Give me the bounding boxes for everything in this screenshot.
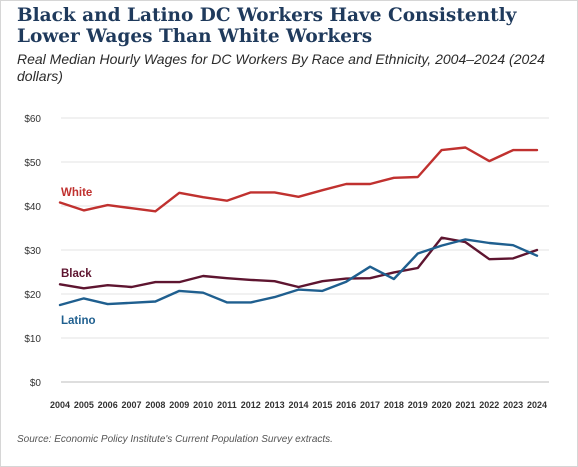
x-axis-ticks: 2004 2005 2006 2007 2008 2009 2010 2011 2012 2013… xyxy=(50,400,547,410)
series-line-latino xyxy=(58,238,539,307)
x-tick-label: 2008 xyxy=(145,400,165,410)
x-tick-label: 2011 xyxy=(217,400,237,410)
chart-title: Black and Latino DC Workers Have Consist… xyxy=(17,5,517,47)
y-tick-label: $0 xyxy=(30,378,42,389)
x-tick-label: 2023 xyxy=(503,400,523,410)
x-tick-label: 2022 xyxy=(479,400,499,410)
y-tick-label: $10 xyxy=(24,334,41,345)
x-tick-label: 2007 xyxy=(122,400,142,410)
x-tick-label: 2019 xyxy=(408,400,428,410)
chart-subtitle: Real Median Hourly Wages for DC Workers … xyxy=(17,51,545,84)
x-tick-label: 2021 xyxy=(455,400,475,410)
x-tick-label: 2024 xyxy=(527,400,547,410)
series-labels: White Black Latino xyxy=(61,187,96,327)
x-tick-label: 2012 xyxy=(241,400,261,410)
series-label-white: White xyxy=(61,187,92,199)
x-tick-label: 2010 xyxy=(193,400,213,410)
x-tick-label: 2017 xyxy=(360,400,380,410)
x-tick-label: 2013 xyxy=(265,400,285,410)
x-tick-label: 2005 xyxy=(74,400,94,410)
series-label-latino: Latino xyxy=(61,315,96,327)
series-lines xyxy=(58,146,539,307)
y-axis-ticks: $0 $10 $20 $30 $40 $50 $60 xyxy=(24,114,41,389)
gridlines xyxy=(61,117,549,383)
x-tick-label: 2018 xyxy=(384,400,404,410)
y-tick-label: $30 xyxy=(24,246,41,257)
series-label-black: Black xyxy=(61,268,92,280)
x-tick-label: 2009 xyxy=(169,400,189,410)
series-line-white xyxy=(58,146,539,213)
x-tick-label: 2015 xyxy=(312,400,332,410)
series-line-black xyxy=(58,236,539,290)
y-tick-label: $50 xyxy=(24,158,41,169)
x-tick-label: 2004 xyxy=(50,400,70,410)
x-tick-label: 2016 xyxy=(336,400,356,410)
y-tick-label: $60 xyxy=(24,114,41,125)
x-tick-label: 2006 xyxy=(98,400,118,410)
y-tick-label: $40 xyxy=(24,202,41,213)
source-note: Source: Economic Policy Institute's Curr… xyxy=(17,434,333,445)
x-tick-label: 2020 xyxy=(432,400,452,410)
y-tick-label: $20 xyxy=(24,290,41,301)
x-tick-label: 2014 xyxy=(288,400,308,410)
